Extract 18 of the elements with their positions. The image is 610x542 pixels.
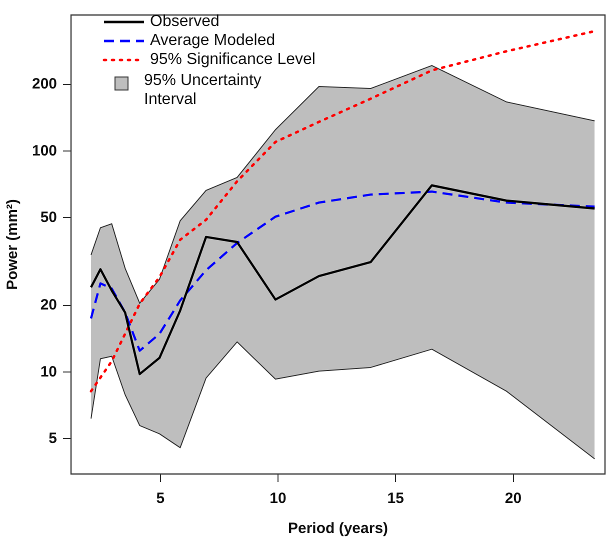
- y-tick-label: 20: [40, 296, 58, 314]
- line-series: [90, 190, 596, 352]
- y-tick-label: 50: [40, 208, 58, 226]
- y-tick-label: 5: [48, 430, 58, 447]
- line-series: [90, 30, 596, 392]
- y-tick-label: 100: [32, 142, 58, 160]
- x-tick-label: 5: [156, 490, 165, 508]
- y-tick-label: 200: [32, 76, 58, 93]
- x-tick-label: 15: [387, 490, 404, 508]
- legend-label: 95% Significance Level: [150, 50, 316, 69]
- y-tick-label: 10: [40, 363, 58, 380]
- legend-label: Observed: [150, 12, 220, 31]
- x-axis-title: Period (years): [288, 520, 388, 538]
- x-tick-label: 10: [270, 490, 286, 508]
- legend-label: Average Modeled: [150, 31, 276, 50]
- y-axis-title: Power (mm²): [4, 199, 22, 290]
- legend-label: 95% Uncertainty Interval: [144, 71, 262, 109]
- x-tick-label: 20: [504, 490, 522, 508]
